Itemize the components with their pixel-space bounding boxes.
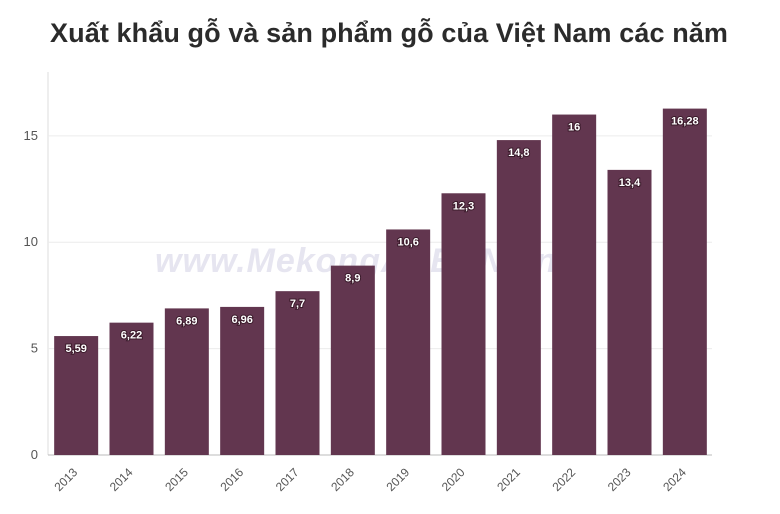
bar: [54, 336, 99, 455]
data-label: 6,89: [176, 315, 197, 327]
data-label: 5,59: [65, 343, 86, 355]
data-label: 8,9: [345, 273, 360, 285]
bar: [607, 169, 652, 455]
x-tick-label: 2021: [494, 465, 523, 494]
bar: [662, 108, 707, 455]
data-label: 12,3: [453, 200, 474, 212]
x-tick-label: 2014: [107, 465, 136, 494]
bar: [496, 140, 541, 456]
y-tick-label: 0: [31, 447, 38, 462]
data-label: 13,4: [619, 177, 641, 189]
data-label: 6,96: [231, 314, 252, 326]
data-label: 16: [568, 122, 580, 134]
bar: [275, 291, 320, 455]
data-label: 7,7: [290, 298, 305, 310]
x-tick-label: 2017: [273, 465, 302, 494]
bar: [386, 229, 431, 455]
data-label: 16,28: [671, 116, 699, 128]
x-tick-label: 2013: [52, 465, 81, 494]
bar: [330, 265, 375, 455]
bar: [441, 193, 486, 456]
bar: [220, 306, 265, 455]
y-tick-label: 5: [31, 341, 38, 356]
data-label: 14,8: [508, 147, 529, 159]
y-tick-label: 15: [24, 128, 38, 143]
x-tick-label: 2023: [605, 465, 634, 494]
x-tick-label: 2024: [660, 465, 689, 494]
chart-title: Xuất khẩu gỗ và sản phẩm gỗ của Việt Nam…: [50, 18, 729, 48]
data-label: 10,6: [397, 236, 418, 248]
bar: [164, 308, 209, 455]
bar: [109, 322, 154, 455]
data-label: 6,22: [121, 330, 142, 342]
x-tick-label: 2016: [218, 465, 247, 494]
x-tick-label: 2022: [550, 465, 579, 494]
y-tick-label: 10: [24, 234, 38, 249]
x-tick-label: 2020: [439, 465, 468, 494]
bar: [552, 114, 597, 456]
x-tick-label: 2019: [384, 465, 413, 494]
x-tick-label: 2018: [328, 465, 357, 494]
x-tick-label: 2015: [162, 465, 191, 494]
